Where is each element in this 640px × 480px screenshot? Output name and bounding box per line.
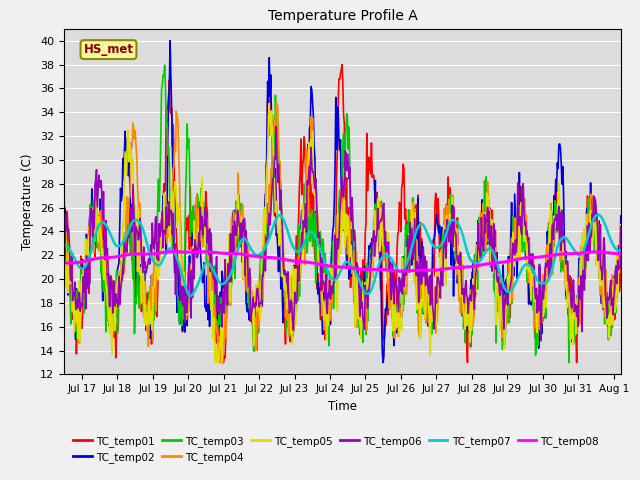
Text: HS_met: HS_met bbox=[83, 43, 134, 56]
Line: TC_temp04: TC_temp04 bbox=[64, 103, 621, 362]
TC_temp05 bbox=[212, 360, 220, 365]
TC_temp01 bbox=[60, 225, 68, 230]
TC_temp05 bbox=[60, 255, 68, 261]
TC_temp03 bbox=[617, 248, 625, 254]
TC_temp04 bbox=[60, 223, 68, 229]
TC_temp03 bbox=[214, 322, 222, 328]
TC_temp04 bbox=[412, 263, 419, 269]
Line: TC_temp07: TC_temp07 bbox=[64, 215, 621, 296]
TC_temp06 bbox=[411, 216, 419, 221]
TC_temp05 bbox=[617, 222, 625, 228]
TC_temp06 bbox=[273, 124, 280, 130]
TC_temp04 bbox=[214, 331, 221, 336]
Line: TC_temp01: TC_temp01 bbox=[64, 64, 621, 362]
TC_temp05 bbox=[127, 169, 135, 175]
TC_temp03 bbox=[127, 251, 135, 257]
TC_temp08 bbox=[70, 260, 78, 266]
TC_temp01 bbox=[214, 299, 221, 304]
TC_temp08 bbox=[617, 251, 625, 257]
TC_temp02 bbox=[70, 316, 78, 322]
TC_temp02 bbox=[412, 250, 419, 255]
TC_temp06 bbox=[428, 298, 435, 304]
TC_temp05 bbox=[412, 266, 419, 272]
TC_temp08 bbox=[214, 250, 222, 256]
TC_temp02 bbox=[127, 222, 135, 228]
TC_temp07 bbox=[214, 277, 222, 283]
TC_temp07 bbox=[60, 242, 68, 248]
TC_temp06 bbox=[60, 172, 68, 178]
TC_temp07 bbox=[127, 221, 135, 227]
TC_temp05 bbox=[184, 311, 192, 317]
TC_temp03 bbox=[428, 331, 435, 337]
TC_temp02 bbox=[214, 322, 222, 328]
Line: TC_temp05: TC_temp05 bbox=[64, 104, 621, 362]
TC_temp03 bbox=[60, 227, 68, 233]
TC_temp02 bbox=[60, 250, 68, 255]
TC_temp08 bbox=[170, 249, 177, 254]
TC_temp07 bbox=[428, 240, 435, 245]
Y-axis label: Temperature (C): Temperature (C) bbox=[22, 153, 35, 250]
Line: TC_temp03: TC_temp03 bbox=[64, 65, 621, 362]
TC_temp01 bbox=[617, 231, 625, 237]
TC_temp04 bbox=[273, 100, 280, 106]
TC_temp01 bbox=[127, 228, 135, 234]
TC_temp06 bbox=[184, 292, 192, 298]
X-axis label: Time: Time bbox=[328, 400, 357, 413]
TC_temp08 bbox=[60, 260, 68, 266]
Line: TC_temp06: TC_temp06 bbox=[64, 127, 621, 341]
TC_temp08 bbox=[412, 267, 419, 273]
TC_temp08 bbox=[397, 268, 404, 274]
TC_temp07 bbox=[411, 233, 419, 239]
TC_temp04 bbox=[70, 306, 78, 312]
TC_temp01 bbox=[338, 61, 346, 67]
TC_temp03 bbox=[70, 307, 78, 312]
TC_temp07 bbox=[617, 248, 625, 253]
TC_temp05 bbox=[214, 360, 222, 365]
TC_temp02 bbox=[617, 213, 625, 219]
TC_temp01 bbox=[412, 217, 419, 223]
TC_temp02 bbox=[185, 290, 193, 296]
TC_temp02 bbox=[428, 290, 436, 296]
TC_temp06 bbox=[537, 338, 545, 344]
TC_temp04 bbox=[184, 270, 192, 276]
TC_temp06 bbox=[214, 309, 221, 314]
TC_temp01 bbox=[428, 268, 436, 274]
TC_temp05 bbox=[266, 101, 273, 107]
TC_temp03 bbox=[161, 62, 168, 68]
TC_temp06 bbox=[127, 204, 135, 210]
TC_temp07 bbox=[70, 254, 78, 260]
TC_temp08 bbox=[127, 252, 135, 257]
TC_temp03 bbox=[185, 136, 193, 142]
TC_temp02 bbox=[166, 38, 174, 44]
TC_temp07 bbox=[186, 293, 194, 299]
Line: TC_temp08: TC_temp08 bbox=[64, 252, 621, 271]
TC_temp08 bbox=[428, 267, 436, 273]
Title: Temperature Profile A: Temperature Profile A bbox=[268, 10, 417, 24]
TC_temp02 bbox=[380, 360, 387, 365]
TC_temp05 bbox=[70, 329, 78, 335]
TC_temp01 bbox=[70, 300, 78, 306]
TC_temp07 bbox=[595, 212, 602, 217]
TC_temp06 bbox=[70, 292, 78, 298]
TC_temp04 bbox=[127, 140, 135, 145]
TC_temp04 bbox=[216, 360, 223, 365]
TC_temp04 bbox=[617, 251, 625, 256]
TC_temp01 bbox=[218, 360, 225, 365]
Line: TC_temp02: TC_temp02 bbox=[64, 41, 621, 362]
TC_temp05 bbox=[428, 319, 436, 324]
Legend: TC_temp01, TC_temp02, TC_temp03, TC_temp04, TC_temp05, TC_temp06, TC_temp07, TC_: TC_temp01, TC_temp02, TC_temp03, TC_temp… bbox=[69, 432, 604, 467]
TC_temp03 bbox=[411, 232, 419, 238]
TC_temp01 bbox=[184, 221, 192, 227]
TC_temp07 bbox=[184, 290, 192, 296]
TC_temp06 bbox=[617, 224, 625, 229]
TC_temp08 bbox=[185, 249, 193, 255]
TC_temp03 bbox=[565, 360, 573, 365]
TC_temp04 bbox=[428, 284, 436, 290]
